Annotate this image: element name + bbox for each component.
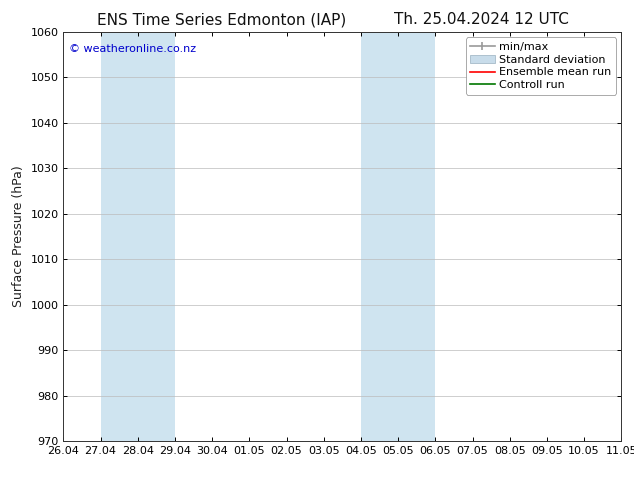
- Text: ENS Time Series Edmonton (IAP): ENS Time Series Edmonton (IAP): [97, 12, 347, 27]
- Bar: [361, 32, 436, 441]
- Y-axis label: Surface Pressure (hPa): Surface Pressure (hPa): [12, 166, 25, 307]
- Text: Th. 25.04.2024 12 UTC: Th. 25.04.2024 12 UTC: [394, 12, 569, 27]
- Bar: [621, 32, 634, 441]
- Legend: min/max, Standard deviation, Ensemble mean run, Controll run: min/max, Standard deviation, Ensemble me…: [466, 37, 616, 95]
- Bar: [101, 32, 175, 441]
- Text: © weatheronline.co.nz: © weatheronline.co.nz: [69, 44, 196, 54]
